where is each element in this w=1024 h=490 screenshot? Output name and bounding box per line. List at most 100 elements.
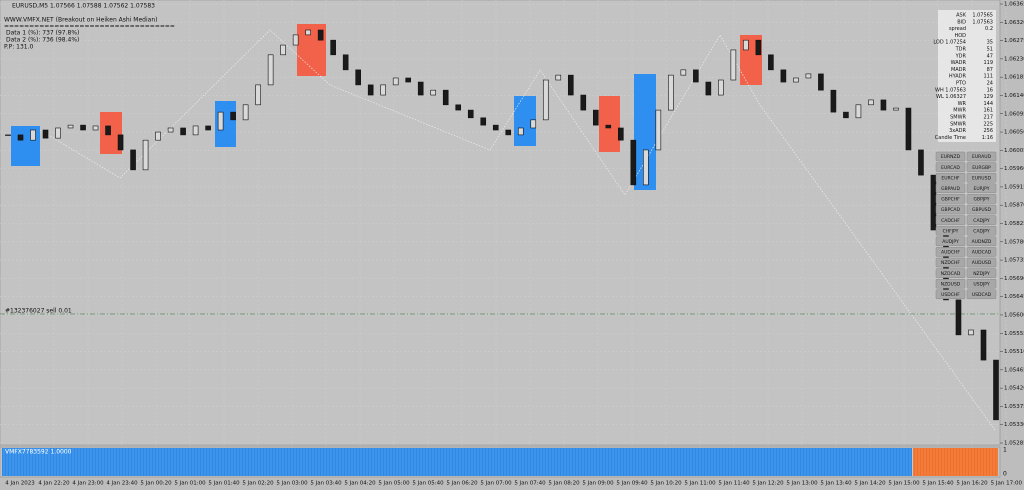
panel-key: WR — [958, 101, 967, 107]
symbol-button[interactable] — [935, 268, 966, 278]
panel-value: 217 — [983, 115, 993, 121]
histogram-orange — [913, 448, 998, 476]
candle-body — [367, 84, 374, 96]
symbol-button[interactable] — [935, 257, 966, 268]
symbol-button[interactable] — [966, 183, 997, 194]
candle-body — [505, 129, 512, 136]
symbol-button[interactable] — [935, 289, 966, 300]
panel-value: 47 — [987, 53, 993, 59]
candle-body — [705, 81, 712, 96]
main-pane — [0, 0, 1001, 446]
y-tick-label: 1.05870 — [1004, 203, 1024, 209]
symbol-button[interactable] — [935, 151, 966, 162]
candle-body — [542, 79, 549, 121]
sub-top: 1 — [1003, 447, 1007, 454]
candle-body — [668, 74, 674, 111]
y-tick-label: 1.05690 — [1004, 276, 1024, 282]
x-tick-label: 5 Jan 09:00 — [582, 481, 614, 487]
histogram-lines — [3, 448, 998, 476]
symbol-button-label: EURNZD — [941, 154, 961, 160]
candle-body — [55, 127, 61, 139]
symbol-button-label: GBPUSD — [972, 207, 991, 213]
symbol-button[interactable] — [966, 151, 997, 162]
candle-body — [230, 111, 236, 121]
candle-body — [217, 111, 224, 131]
panel-key: 3xADR — [949, 128, 966, 134]
candle-body — [42, 129, 49, 139]
panel-value: 24 — [987, 81, 993, 87]
candle-body — [430, 89, 437, 96]
symbol-button[interactable] — [966, 247, 997, 257]
candle-body — [355, 69, 361, 86]
symbol-button[interactable] — [966, 257, 997, 268]
symbol-button[interactable] — [935, 215, 966, 225]
symbol-button[interactable] — [966, 162, 997, 172]
symbol-button[interactable] — [966, 268, 997, 278]
candle-body — [968, 329, 974, 336]
symbol-button-label: USDCAD — [972, 292, 992, 298]
x-tick-label: 5 Jan 03:40 — [310, 481, 342, 487]
candle-body — [730, 49, 737, 81]
panel-value: 1:16 — [982, 135, 993, 141]
symbol-button-label: GBPAUD — [941, 186, 960, 192]
panel-value: 16 — [987, 87, 993, 93]
symbol-button-label: AUDNZD — [972, 239, 992, 245]
candle-body — [893, 107, 899, 111]
candle-body — [768, 54, 774, 71]
symbol-button[interactable] — [935, 162, 966, 172]
panel-key: WADR — [951, 60, 967, 66]
x-tick-label: 5 Jan 01:00 — [174, 481, 206, 487]
symbol-button[interactable] — [935, 247, 966, 257]
symbol-button[interactable] — [935, 194, 966, 204]
candle-body — [693, 69, 699, 83]
candle-body — [918, 149, 924, 176]
panel-key: SMWR — [950, 121, 966, 127]
candle-body — [480, 117, 487, 126]
symbol-button[interactable] — [966, 172, 997, 183]
symbol-button[interactable] — [966, 289, 997, 300]
sub-label: VMFX7783592 1.0000 — [5, 449, 72, 456]
symbol-button-label: CADCHF — [941, 218, 960, 224]
panel-key: MADR — [951, 67, 967, 73]
symbol-button[interactable] — [966, 278, 997, 289]
y-tick-label: 1.06095 — [1004, 111, 1024, 117]
symbol-button[interactable] — [935, 278, 966, 289]
y-tick-label: 1.05285 — [1004, 441, 1024, 447]
y-tick-label: 1.05465 — [1004, 367, 1024, 373]
symbol-button[interactable] — [966, 194, 997, 204]
y-tick-label: 1.05600 — [1004, 312, 1024, 318]
symbol: EURUSD,M5 1.07566 1.07588 1.07562 1.0758… — [12, 3, 155, 10]
symbol-button[interactable] — [935, 183, 966, 194]
symbol-button-label: NZDCAD — [941, 271, 961, 277]
candle-body — [267, 54, 274, 86]
symbol-button[interactable] — [935, 204, 966, 215]
symbol-button[interactable] — [966, 225, 997, 236]
symbol-button-label: EURAUD — [972, 154, 991, 160]
indicator-name: WWW.VMFX.NET (Breakout on Heiken Ashi Me… — [4, 17, 157, 24]
panel-key: PTO — [956, 81, 966, 87]
symbol-button[interactable] — [966, 236, 997, 247]
symbol-button[interactable] — [935, 225, 966, 236]
symbol-button[interactable] — [935, 236, 966, 247]
candle-body — [592, 109, 599, 126]
x-tick-label: 4 Jan 23:00 — [72, 481, 104, 487]
panel-key: Candle Time — [935, 135, 966, 141]
symbol-button[interactable] — [966, 215, 997, 225]
candle-body — [655, 109, 662, 151]
y-tick-label: 1.05375 — [1004, 404, 1024, 410]
info-panel — [938, 10, 996, 142]
candle-body — [718, 79, 724, 96]
x-tick-label: 5 Jan 13:00 — [786, 481, 818, 487]
symbol-button[interactable] — [966, 204, 997, 215]
data-1: Data 1 (%): 737 (97.8%) — [6, 30, 79, 37]
symbol-button-label: AUDJPY — [942, 239, 959, 245]
buy-box — [634, 74, 656, 190]
x-tick-label: 5 Jan 15:40 — [922, 481, 954, 487]
symbol-button[interactable] — [935, 172, 966, 183]
x-tick-label: 5 Jan 07:40 — [514, 481, 546, 487]
panel-key: spread — [949, 26, 966, 32]
x-tick-label: 5 Jan 07:00 — [480, 481, 512, 487]
symbol-button-label: CADJPY — [973, 228, 990, 234]
candle-body — [580, 94, 587, 111]
